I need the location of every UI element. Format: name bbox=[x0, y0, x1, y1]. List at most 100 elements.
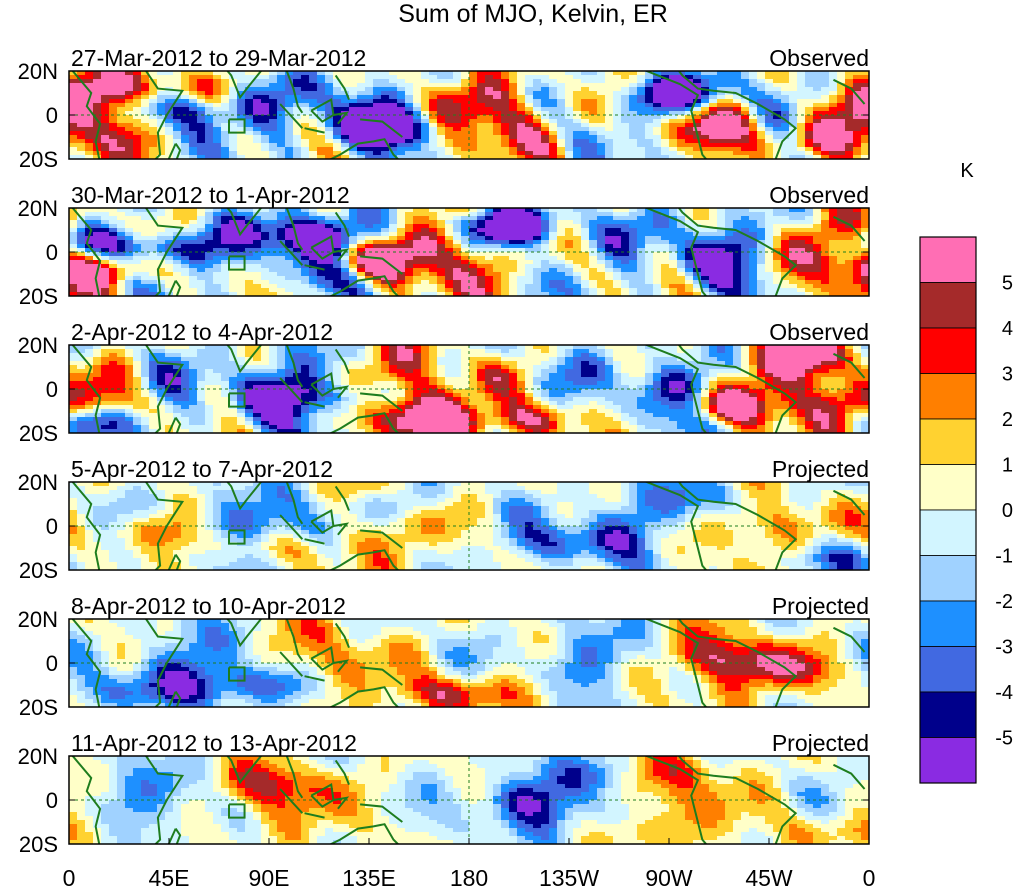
americas-west bbox=[644, 208, 708, 296]
colorbar-label: -3 bbox=[995, 637, 1013, 659]
panel-2: 20N 0 20S 30-Mar-2012 to 1-Apr-2012 Observed bbox=[18, 182, 870, 309]
lon-tick-label: 0 bbox=[63, 865, 76, 889]
philippines bbox=[334, 348, 350, 374]
lon-tick-label: 45W bbox=[745, 865, 793, 889]
madagascar bbox=[167, 554, 182, 570]
colorbar-label: -1 bbox=[995, 546, 1013, 568]
lat-tick-label: 20N bbox=[18, 196, 58, 221]
continent-outlines bbox=[71, 619, 866, 707]
panel-status: Projected bbox=[772, 456, 869, 482]
australia bbox=[328, 823, 400, 844]
lat-tick-label: 20N bbox=[18, 59, 58, 84]
colorbar-label: 1 bbox=[1002, 455, 1013, 477]
australia bbox=[328, 549, 400, 570]
chart-title: Sum of MJO, Kelvin, ER bbox=[398, 0, 668, 28]
philippines bbox=[334, 622, 350, 648]
americas-west bbox=[644, 482, 708, 570]
box-marker bbox=[228, 255, 246, 271]
new-guinea bbox=[360, 666, 403, 686]
sulawesi bbox=[333, 659, 350, 673]
new-guinea bbox=[360, 255, 403, 275]
java bbox=[304, 127, 325, 134]
australia bbox=[328, 686, 400, 707]
lat-tick-label: 20S bbox=[19, 832, 58, 857]
colorbar-swatch bbox=[919, 373, 977, 420]
panel-date-range: 27-Mar-2012 to 29-Mar-2012 bbox=[71, 45, 366, 71]
west-africa bbox=[833, 352, 866, 379]
australia bbox=[328, 275, 400, 296]
colorbar-label: 0 bbox=[1002, 500, 1013, 522]
x-axis: 0 45E 90E 135E 180 135W 90W 45W 0 bbox=[63, 838, 876, 889]
panel-field-5 bbox=[69, 619, 869, 707]
colorbar-label: 2 bbox=[1002, 409, 1013, 431]
sulawesi bbox=[333, 522, 350, 536]
colorbar-swatch bbox=[919, 236, 977, 283]
lon-tick-label: 135E bbox=[342, 865, 396, 889]
americas-east bbox=[677, 345, 798, 433]
colorbar-swatch bbox=[919, 327, 977, 374]
panel-date-range: 5-Apr-2012 to 7-Apr-2012 bbox=[71, 456, 333, 482]
americas-east bbox=[677, 71, 798, 159]
java bbox=[304, 538, 325, 545]
philippines bbox=[334, 759, 350, 785]
sumatra bbox=[279, 240, 304, 266]
americas-west bbox=[644, 619, 708, 707]
indochina bbox=[285, 482, 304, 525]
colorbar-label: 4 bbox=[1002, 318, 1013, 340]
box-marker bbox=[228, 803, 246, 819]
sulawesi bbox=[333, 385, 350, 399]
sumatra bbox=[279, 651, 304, 677]
australia bbox=[328, 138, 400, 159]
colorbar-swatch bbox=[919, 691, 977, 738]
indochina bbox=[285, 345, 304, 388]
box-marker bbox=[228, 529, 246, 545]
west-africa bbox=[833, 78, 866, 105]
lat-tick-label: 0 bbox=[46, 514, 58, 539]
panel-date-range: 2-Apr-2012 to 4-Apr-2012 bbox=[71, 319, 333, 345]
madagascar bbox=[167, 143, 182, 159]
colorbar-label: 3 bbox=[1002, 364, 1013, 386]
panel-1: 20N 0 20S 27-Mar-2012 to 29-Mar-2012 Observe… bbox=[18, 45, 870, 172]
lon-tick-label: 0 bbox=[863, 865, 876, 889]
lat-tick-label: 20S bbox=[19, 558, 58, 583]
americas-west bbox=[644, 756, 708, 844]
lon-tick-label: 45E bbox=[149, 865, 190, 889]
indochina bbox=[285, 619, 304, 662]
americas-west bbox=[644, 71, 708, 159]
panel-field-3 bbox=[69, 345, 869, 433]
lon-tick-label: 135W bbox=[539, 865, 599, 889]
west-africa bbox=[833, 763, 866, 790]
lon-tick-label: 90E bbox=[249, 865, 290, 889]
lat-tick-label: 20N bbox=[18, 744, 58, 769]
indochina bbox=[285, 71, 304, 114]
lat-tick-label: 0 bbox=[46, 240, 58, 265]
panel-date-range: 8-Apr-2012 to 10-Apr-2012 bbox=[71, 593, 346, 619]
panel-status: Observed bbox=[769, 319, 869, 345]
madagascar bbox=[167, 691, 182, 707]
panel-3: 20N 0 20S 2-Apr-2012 to 4-Apr-2012 Observed bbox=[18, 319, 870, 446]
sulawesi bbox=[333, 796, 350, 810]
sumatra bbox=[279, 377, 304, 403]
box-marker bbox=[228, 666, 246, 682]
sumatra bbox=[279, 514, 304, 540]
americas-east bbox=[677, 482, 798, 570]
colorbar-label: 5 bbox=[1002, 273, 1013, 295]
box-marker bbox=[228, 118, 246, 134]
java bbox=[304, 675, 325, 682]
west-africa bbox=[833, 489, 866, 516]
panel-status: Observed bbox=[769, 45, 869, 71]
panel-status: Projected bbox=[772, 593, 869, 619]
sulawesi bbox=[333, 248, 350, 262]
java bbox=[304, 264, 325, 271]
philippines bbox=[334, 211, 350, 237]
panel-status: Projected bbox=[772, 730, 869, 756]
java bbox=[304, 401, 325, 408]
colorbar-frame bbox=[919, 236, 977, 784]
colorbar-swatch bbox=[919, 737, 977, 784]
india bbox=[226, 208, 263, 237]
americas-west bbox=[644, 345, 708, 433]
lat-tick-label: 0 bbox=[46, 377, 58, 402]
india bbox=[226, 345, 263, 374]
colorbar-swatch bbox=[919, 418, 977, 465]
